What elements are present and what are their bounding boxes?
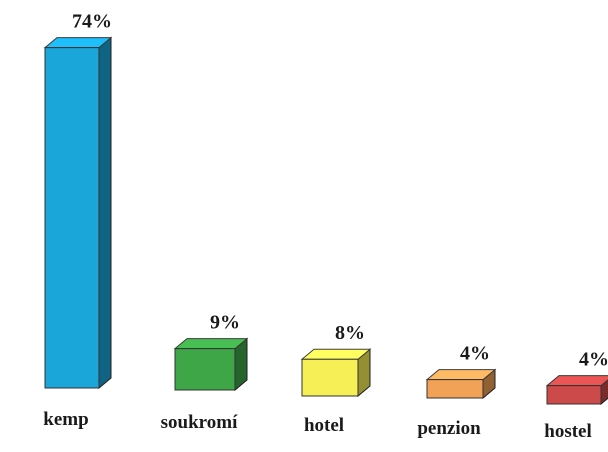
bar — [545, 375, 608, 406]
value-label: 74% — [72, 11, 112, 33]
bar-front — [546, 385, 602, 405]
bar-top — [425, 369, 497, 381]
x-tick-label: hostel — [544, 421, 592, 442]
bar-side — [98, 36, 112, 390]
bar-top — [43, 37, 113, 49]
bar-top — [545, 375, 608, 387]
bar-top — [173, 338, 249, 350]
bar — [43, 36, 113, 390]
bar — [300, 348, 372, 398]
bar-front — [174, 348, 236, 391]
bar — [425, 368, 497, 400]
x-tick-label: hotel — [304, 415, 344, 436]
x-tick-label: soukromí — [161, 412, 238, 433]
bar — [173, 337, 249, 392]
value-label: 9% — [210, 312, 240, 334]
x-tick-label: penzion — [417, 418, 481, 439]
bar-front — [301, 358, 359, 397]
bar-front — [44, 47, 100, 389]
value-label: 8% — [335, 322, 365, 344]
value-label: 4% — [579, 349, 608, 371]
value-label: 4% — [460, 343, 490, 365]
bar-front — [426, 379, 484, 399]
bar-top — [300, 348, 372, 360]
x-tick-label: kemp — [43, 409, 88, 430]
